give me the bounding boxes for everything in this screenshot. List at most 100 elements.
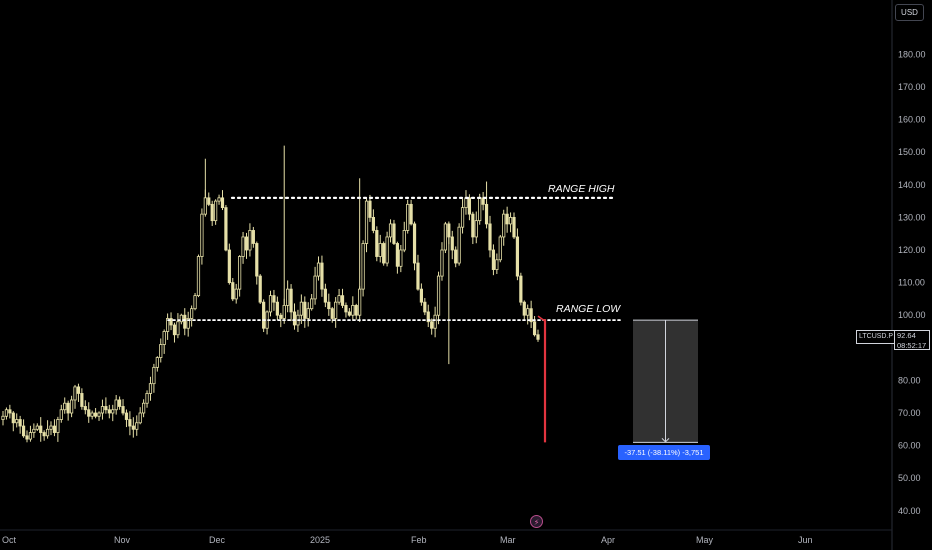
candle-body bbox=[1, 415, 5, 420]
candle-body bbox=[457, 226, 461, 264]
candle-body bbox=[334, 301, 338, 319]
candle-body bbox=[179, 314, 183, 323]
x-tick-label: Oct bbox=[2, 535, 17, 545]
candle-body bbox=[90, 412, 94, 417]
candle-body bbox=[399, 249, 403, 267]
candle-body bbox=[155, 357, 159, 368]
candle-body bbox=[289, 288, 293, 313]
candle-body bbox=[59, 409, 63, 420]
y-tick-label: 110.00 bbox=[898, 278, 925, 288]
candle-body bbox=[344, 305, 348, 313]
candle-body bbox=[241, 236, 245, 257]
candle-body bbox=[447, 223, 451, 238]
candle-body bbox=[286, 288, 290, 306]
candle-body bbox=[111, 409, 115, 414]
candle-body bbox=[210, 203, 214, 222]
x-tick-label: May bbox=[696, 535, 714, 545]
y-tick-label: 120.00 bbox=[898, 245, 926, 255]
candle-body bbox=[375, 230, 379, 257]
candle-body bbox=[392, 223, 396, 244]
candle-body bbox=[378, 243, 382, 257]
candle-body bbox=[330, 308, 334, 319]
candle-body bbox=[135, 422, 139, 430]
candle-body bbox=[395, 243, 399, 267]
time-axis[interactable]: Oct Nov Dec 2025 Feb Mar Apr May Jun bbox=[2, 535, 813, 545]
candle-body bbox=[532, 321, 537, 336]
candle-body bbox=[488, 223, 492, 251]
x-tick-label: Jun bbox=[798, 535, 813, 545]
x-tick-label: Nov bbox=[114, 535, 131, 545]
bar-countdown: 08:52:17 bbox=[897, 341, 927, 350]
candle-body bbox=[118, 399, 122, 407]
candle-body bbox=[169, 318, 173, 326]
candle-body bbox=[454, 249, 458, 264]
candle-body bbox=[255, 243, 259, 277]
y-tick-label: 130.00 bbox=[898, 212, 926, 222]
candle-body bbox=[107, 409, 111, 414]
candle-body bbox=[220, 197, 225, 209]
price-axis[interactable]: 180.00 170.00 160.00 150.00 140.00 130.00 120.… bbox=[898, 49, 926, 515]
candle-body bbox=[69, 399, 74, 414]
candle-body bbox=[21, 425, 26, 437]
candle-body bbox=[512, 216, 516, 238]
candle-body bbox=[97, 412, 101, 417]
lightning-icon[interactable]: ⚡ bbox=[530, 515, 543, 528]
annotations-layer: RANGE HIGH RANGE LOW bbox=[167, 183, 698, 443]
candle-body bbox=[244, 236, 249, 251]
candle-body bbox=[224, 207, 228, 251]
range-high-label: RANGE HIGH bbox=[548, 183, 615, 195]
candle-body bbox=[190, 308, 194, 319]
candle-body bbox=[217, 197, 221, 202]
candle-body bbox=[248, 230, 252, 251]
drop-marker bbox=[537, 315, 546, 322]
range-low-label: RANGE LOW bbox=[556, 303, 621, 315]
y-tick-label: 150.00 bbox=[898, 147, 926, 157]
candle-body bbox=[450, 236, 454, 251]
last-price-tag: 92.64 08:52:17 bbox=[894, 330, 930, 350]
candle-body bbox=[371, 216, 375, 231]
candle-body bbox=[251, 230, 255, 244]
candle-body bbox=[279, 314, 283, 319]
currency-button[interactable]: USD bbox=[895, 4, 924, 21]
candle-body bbox=[80, 393, 84, 407]
x-tick-label: 2025 bbox=[310, 535, 330, 545]
candle-body bbox=[536, 334, 540, 340]
candle-body bbox=[340, 295, 345, 306]
candle-body bbox=[515, 236, 520, 277]
candle-body bbox=[42, 432, 46, 437]
candle-body bbox=[433, 314, 437, 329]
y-tick-label: 170.00 bbox=[898, 82, 926, 92]
candles-layer bbox=[1, 145, 540, 443]
candle-body bbox=[358, 288, 362, 316]
candle-body bbox=[526, 308, 530, 316]
y-tick-label: 60.00 bbox=[898, 441, 921, 451]
candle-body bbox=[495, 259, 499, 270]
candle-body bbox=[15, 419, 19, 424]
candle-body bbox=[478, 197, 482, 222]
candle-body bbox=[498, 236, 502, 261]
candle-body bbox=[282, 305, 286, 319]
candle-body bbox=[145, 393, 149, 404]
candle-body bbox=[207, 197, 211, 205]
candle-body bbox=[430, 321, 434, 329]
candle-body bbox=[234, 288, 238, 300]
candle-body bbox=[519, 275, 523, 303]
candle-body bbox=[306, 308, 310, 319]
candle-body bbox=[364, 200, 369, 244]
candle-body bbox=[172, 324, 177, 336]
candle-body bbox=[423, 301, 427, 313]
candle-body bbox=[354, 305, 358, 316]
candle-body bbox=[25, 435, 29, 440]
candle-body bbox=[104, 406, 108, 411]
candle-body bbox=[166, 318, 170, 332]
candle-body bbox=[63, 402, 67, 411]
y-tick-label: 40.00 bbox=[898, 506, 921, 516]
candle-body bbox=[491, 249, 496, 270]
candle-body bbox=[52, 425, 57, 433]
candle-body bbox=[310, 298, 314, 310]
candle-body bbox=[426, 311, 430, 323]
candle-body bbox=[200, 213, 204, 257]
x-tick-label: Feb bbox=[411, 535, 427, 545]
candle-body bbox=[142, 402, 146, 414]
